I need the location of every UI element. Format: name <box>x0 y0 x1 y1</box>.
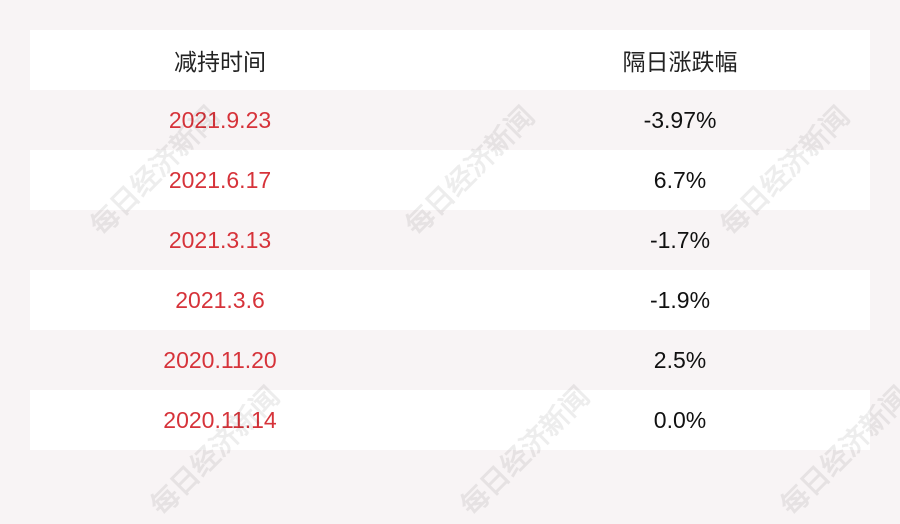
date-cell: 2021.3.6 <box>175 286 265 313</box>
table-row: 2021.3.13 -1.7% <box>30 210 870 270</box>
change-cell: 2.5% <box>653 346 707 373</box>
date-cell: 2020.11.20 <box>163 346 277 373</box>
table-row: 2021.3.6 -1.9% <box>30 270 870 330</box>
date-cell: 2020.11.14 <box>163 406 277 433</box>
date-cell: 2021.6.17 <box>168 166 272 193</box>
table-row: 2020.11.20 2.5% <box>30 330 870 390</box>
change-cell: -1.7% <box>649 226 711 253</box>
header-change: 隔日涨跌幅 <box>622 49 738 75</box>
table-row: 2021.6.17 6.7% <box>30 150 870 210</box>
date-cell: 2021.9.23 <box>168 106 272 133</box>
date-cell: 2021.3.13 <box>168 226 272 253</box>
data-table: 减持时间 隔日涨跌幅 2021.9.23 -3.97% 2021.6.17 6.… <box>30 30 870 450</box>
table-row: 2020.11.14 0.0% <box>30 390 870 450</box>
change-cell: 6.7% <box>653 166 707 193</box>
header-date: 减持时间 <box>174 49 266 75</box>
table-header: 减持时间 隔日涨跌幅 <box>30 30 870 90</box>
change-cell: 0.0% <box>653 406 707 433</box>
table-row: 2021.9.23 -3.97% <box>30 90 870 150</box>
change-cell: -3.97% <box>643 106 717 133</box>
change-cell: -1.9% <box>649 286 711 313</box>
